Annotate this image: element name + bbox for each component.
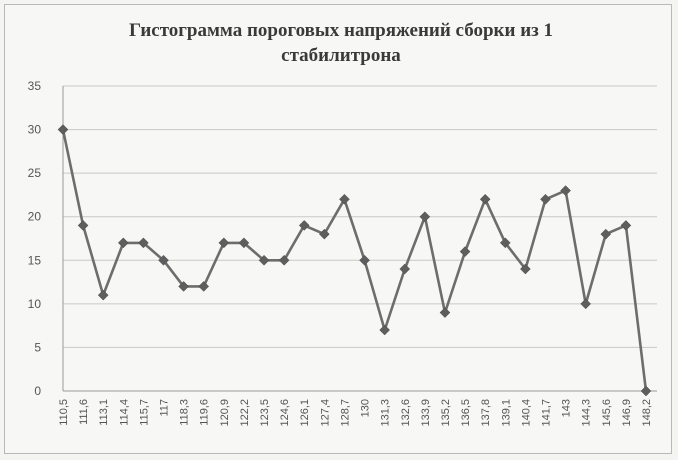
x-tick-label: 111,6 <box>78 399 90 425</box>
x-tick-label: 113,1 <box>98 399 110 426</box>
data-point-marker <box>560 185 571 196</box>
x-tick-label: 123,5 <box>259 399 271 427</box>
data-point-marker <box>117 237 129 249</box>
x-tick-label: 124,6 <box>279 399 291 427</box>
data-point-marker <box>318 228 330 240</box>
x-tick-label: 144,3 <box>581 399 593 427</box>
gridlines <box>62 85 657 392</box>
x-tick-label: 132,6 <box>400 399 412 427</box>
data-point-marker <box>278 254 290 266</box>
data-point-marker <box>298 220 310 231</box>
data-point-marker <box>640 385 652 397</box>
data-point-marker <box>419 211 431 223</box>
data-point-marker <box>620 220 632 231</box>
data-point-marker <box>580 298 592 310</box>
x-tick-label: 145,6 <box>601 399 613 427</box>
x-tick-label: 122,2 <box>239 399 251 427</box>
y-tick-label: 0 <box>34 384 41 398</box>
x-tick-label: 148,2 <box>641 399 653 427</box>
x-tick-label: 140,4 <box>520 399 532 427</box>
data-point-marker <box>57 124 69 135</box>
x-tick-label: 133,9 <box>420 399 432 427</box>
y-tick-label: 35 <box>28 79 42 93</box>
data-point-marker <box>439 307 451 318</box>
x-tick-label: 139,1 <box>500 399 512 427</box>
data-point-marker <box>158 254 169 266</box>
y-tick-label: 25 <box>28 166 42 180</box>
line-chart: Гистограмма пороговых напряжений сборки … <box>28 20 657 427</box>
x-tick-label: 136,5 <box>460 399 472 427</box>
data-point-marker <box>499 237 511 249</box>
x-axis-tick-labels: 110,5 111,6 113,1 114,4 115,7 117 118,3 119,6 12… <box>58 399 653 427</box>
data-point-marker <box>218 237 230 249</box>
data-point-marker <box>540 193 551 205</box>
data-point-marker <box>520 263 531 275</box>
x-tick-label: 131,3 <box>380 399 392 427</box>
chart-title-line-1: Гистограмма пороговых напряжений сборки … <box>129 20 553 41</box>
x-tick-label: 135,2 <box>440 399 452 427</box>
y-tick-label: 15 <box>28 253 42 267</box>
chart-title-line-2: стабилитрона <box>281 45 401 66</box>
y-axis-tick-labels: 0 5 10 15 20 25 30 35 <box>28 79 42 398</box>
x-tick-label: 137,8 <box>480 399 492 427</box>
x-tick-label: 110,5 <box>58 399 70 426</box>
x-tick-label: 126,1 <box>299 399 311 427</box>
x-tick-label: 143 <box>561 399 573 417</box>
data-point-marker <box>479 193 491 205</box>
x-tick-label: 128,7 <box>339 399 351 427</box>
x-tick-label: 115,7 <box>138 399 150 426</box>
data-point-marker <box>459 246 471 257</box>
chart-frame: Гистограмма пороговых напряжений сборки … <box>4 4 672 454</box>
x-tick-label: 141,7 <box>540 399 552 427</box>
data-point-marker <box>77 220 89 231</box>
x-tick-label: 114,4 <box>118 399 130 426</box>
y-tick-label: 5 <box>34 340 41 354</box>
series-layer <box>57 124 652 397</box>
x-tick-label: 127,4 <box>319 399 331 427</box>
data-point-marker <box>399 263 411 275</box>
data-point-marker <box>359 254 370 266</box>
data-point-marker <box>198 281 210 292</box>
x-tick-label: 119,6 <box>199 399 211 426</box>
x-tick-label: 120,9 <box>219 399 231 427</box>
data-point-marker <box>379 324 391 336</box>
x-tick-label: 130 <box>360 399 372 417</box>
data-point-marker <box>178 281 189 292</box>
data-point-marker <box>339 193 350 205</box>
data-point-marker <box>238 237 250 249</box>
data-point-marker <box>600 228 612 240</box>
y-tick-label: 10 <box>28 297 42 311</box>
data-point-marker <box>138 237 149 249</box>
y-tick-label: 30 <box>28 123 42 137</box>
x-tick-label: 118,3 <box>179 399 191 426</box>
data-point-marker <box>97 289 109 301</box>
x-tick-label: 117 <box>159 399 171 417</box>
x-tick-label: 146,9 <box>621 399 633 427</box>
y-tick-label: 20 <box>28 210 42 224</box>
data-point-marker <box>258 254 270 266</box>
